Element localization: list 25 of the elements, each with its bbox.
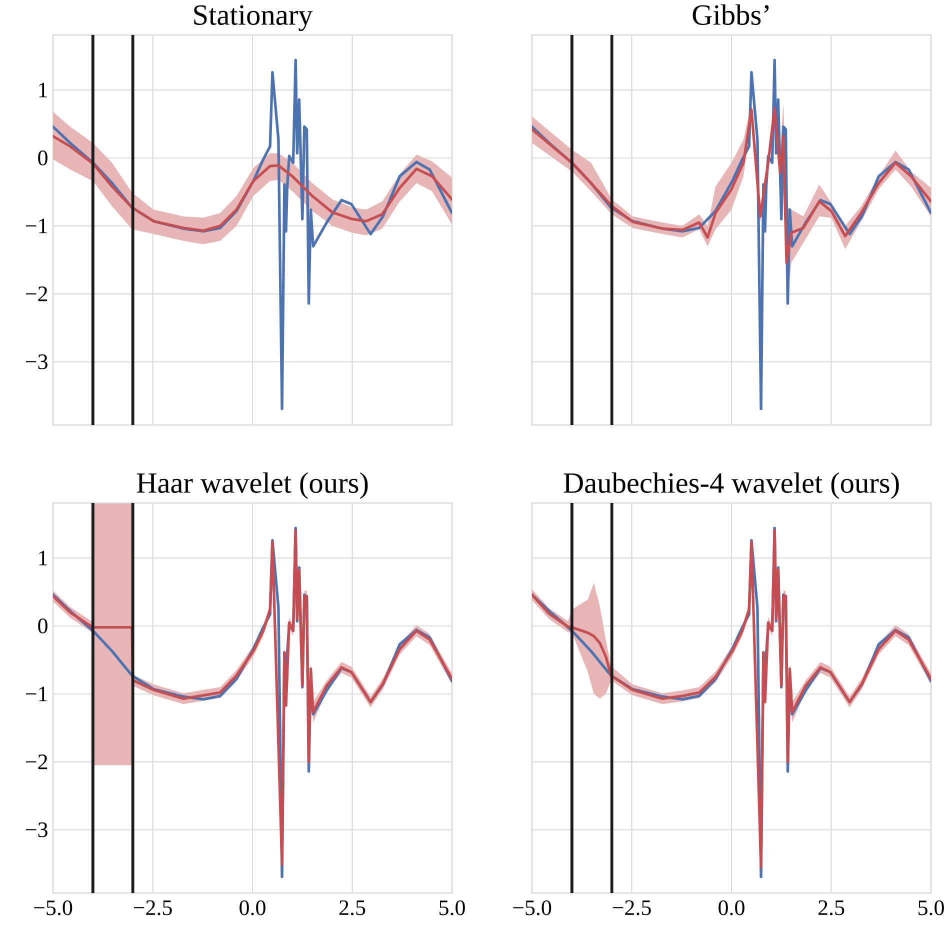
y-tick-label: −1 xyxy=(26,686,47,702)
chart-title: Daubechies-4 wavelet (ours) xyxy=(564,472,899,499)
x-tick-label: 2.5 xyxy=(818,900,844,916)
y-tick-label: −1 xyxy=(26,218,47,234)
x-tick-label: 0.0 xyxy=(240,900,266,916)
x-tick-label: −5.0 xyxy=(34,900,72,916)
y-tick-label: 1 xyxy=(39,82,47,98)
x-tick-label: −2.5 xyxy=(612,900,651,916)
y-tick-label: 0 xyxy=(38,618,48,634)
x-tick-label: 5.0 xyxy=(918,900,944,916)
x-tick-label: −2.5 xyxy=(134,900,172,916)
y-tick-label: −2 xyxy=(26,754,48,770)
y-tick-label: −3 xyxy=(26,354,48,370)
x-tick-label: 5.0 xyxy=(440,900,465,916)
y-tick-label: 0 xyxy=(38,150,48,166)
chart-title: Gibbs’ xyxy=(692,4,769,25)
x-tick-label: 2.5 xyxy=(339,900,366,916)
chart-title: Haar wavelet (ours) xyxy=(136,472,368,499)
x-tick-label: 0.0 xyxy=(718,900,744,916)
x-tick-label: −5.0 xyxy=(513,900,552,916)
y-tick-label: 1 xyxy=(39,550,47,566)
y-tick-label: −3 xyxy=(26,822,48,838)
line-series xyxy=(53,134,452,232)
chart-title: Stationary xyxy=(194,5,313,32)
y-tick-label: −2 xyxy=(26,286,48,302)
